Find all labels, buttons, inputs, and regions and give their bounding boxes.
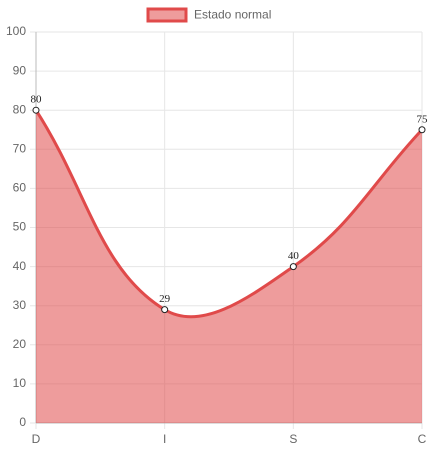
x-tick-label: D: [32, 432, 41, 446]
data-label: 29: [159, 293, 171, 305]
data-label: 40: [288, 250, 300, 262]
point: [289, 263, 297, 271]
y-tick-label: 70: [13, 141, 27, 155]
point: [32, 106, 40, 114]
legend-swatch: [146, 7, 188, 23]
y-tick-label: 80: [13, 102, 27, 116]
data-label: 80: [31, 94, 43, 106]
line: [34, 109, 424, 319]
y-tick-label: 60: [13, 181, 27, 195]
point: [418, 126, 426, 134]
y-tick-label: 20: [13, 337, 27, 351]
y-tick-label: 0: [19, 415, 26, 429]
y-tick-label: 100: [6, 24, 26, 38]
y-tick-label: 30: [13, 298, 27, 312]
point: [161, 306, 169, 314]
legend-label: Estado normal: [194, 8, 271, 22]
x-tick-label: I: [163, 432, 166, 446]
y-tick-label: 50: [13, 220, 27, 234]
y-tick-label: 40: [13, 259, 27, 273]
x-tick-label: S: [289, 432, 297, 446]
area: [36, 110, 422, 423]
x-tick-label: C: [418, 432, 427, 446]
y-tick-label: 10: [13, 376, 27, 390]
y-tick-label: 90: [13, 63, 27, 77]
data-label: 75: [417, 113, 429, 125]
